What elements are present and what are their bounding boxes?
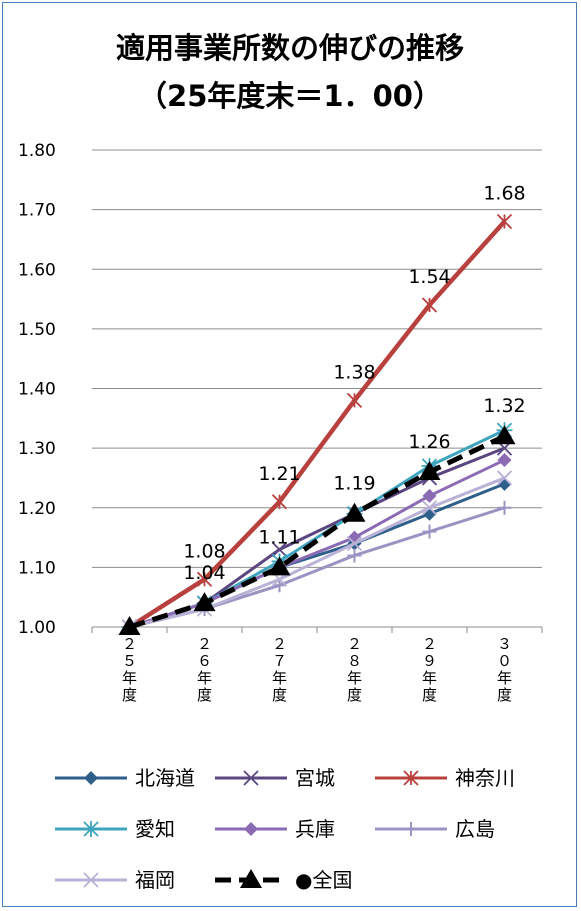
data-point [493,425,516,445]
data-point [346,392,363,409]
legend-label: 神奈川 [455,766,515,790]
data-point [418,460,441,480]
y-tick-label: 1.70 [18,201,56,221]
chart-title-line2: （25年度末＝1．00） [138,79,442,113]
x-tick-label: ２６年度 [197,635,212,704]
data-point [243,770,259,786]
x-tick-label: ２７年度 [272,635,287,704]
x-tick-label: ３０年度 [497,635,512,704]
x-tick-label: ２９年度 [422,635,437,704]
y-tick-label: 1.50 [18,320,56,340]
x-tick-label: ２８年度 [347,635,362,704]
data-point [196,571,213,587]
data-point [496,213,513,230]
data-point [271,494,288,510]
data-point [347,548,362,563]
y-tick-label: 1.80 [18,141,56,161]
legend-label: 広島 [455,817,495,841]
legend-item: 愛知 [55,817,175,841]
legend-label: ●全国 [295,868,352,892]
data-label: 1.21 [258,463,300,485]
data-point [268,556,291,576]
data-point [193,592,216,612]
data-label: 1.19 [333,473,375,495]
data-label: 1.04 [183,562,225,584]
data-point [421,500,438,516]
y-tick-label: 1.10 [18,558,56,578]
data-point [346,535,363,552]
legend-label: 福岡 [135,868,175,892]
y-tick-label: 1.20 [18,499,56,519]
data-point [422,488,437,503]
data-point [403,770,419,786]
legend-label: 宮城 [295,766,335,790]
legend-item: ●全国 [215,868,352,892]
data-label: 1.08 [183,540,225,562]
series-line [128,433,506,630]
data-point [343,502,366,522]
data-label: 1.32 [483,395,525,417]
data-label: 1.11 [258,526,300,548]
data-point [497,500,512,515]
series-line [128,220,507,629]
legend-item: 宮城 [215,766,335,790]
x-tick-label: ２５年度 [122,635,137,704]
y-tick-label: 1.30 [18,439,56,459]
legend-label: 愛知 [135,817,175,841]
legend-item: 兵庫 [215,817,335,841]
legend-item: 広島 [375,817,495,841]
data-point [271,541,288,558]
data-point [83,872,99,888]
data-label: 1.26 [408,431,450,453]
y-tick-label: 1.60 [18,260,56,280]
data-point [244,822,258,836]
data-point [496,470,513,486]
legend-label: 兵庫 [295,817,335,841]
data-point [240,869,262,888]
chart-title-line1: 適用事業所数の伸びの推移 [116,31,464,65]
series-line [129,476,506,629]
legend-item: 北海道 [55,766,195,790]
data-point [497,453,512,468]
y-tick-label: 1.40 [18,380,56,400]
legend-item: 神奈川 [375,766,515,790]
legend-item: 福岡 [55,868,175,892]
data-label: 1.68 [483,183,525,205]
data-point [421,297,438,313]
series-line [129,458,506,629]
legend-label: 北海道 [135,766,195,790]
data-point [118,616,141,635]
data-point [422,524,437,539]
data-point [83,821,99,837]
data-label: 1.38 [333,361,375,383]
y-tick-label: 1.00 [18,618,56,638]
data-point [84,771,98,785]
series-line [129,428,506,629]
data-label: 1.54 [408,266,450,288]
data-point [422,506,437,521]
data-point [404,822,418,836]
